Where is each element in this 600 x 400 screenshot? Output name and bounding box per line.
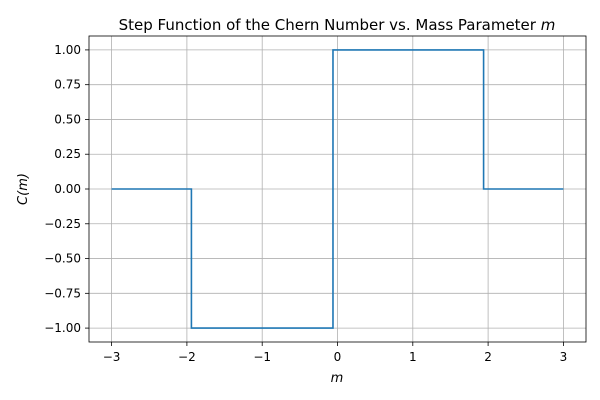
y-tick-label: −0.75 (44, 286, 81, 300)
y-tick-label: 0.50 (54, 112, 81, 126)
series-line (111, 49, 564, 329)
x-tick-label: 1 (409, 350, 417, 364)
ticks: −3 −2 −1 0 1 2 3 −1.00 −0.75 −0.50 −0.25 0.00 0.25 0.… (44, 43, 567, 364)
chart-title: Step Function of the Chern Number vs. Ma… (119, 16, 556, 34)
x-axis-label: m (331, 371, 344, 386)
y-tick-label: 0.75 (54, 78, 81, 92)
y-tick-label: −1.00 (44, 321, 81, 335)
x-tick-label: −2 (178, 350, 196, 364)
y-tick-label: 0.00 (54, 182, 81, 196)
y-axis-label: C(m) (16, 173, 31, 205)
y-tick-label: −0.25 (44, 217, 81, 231)
x-tick-label: −3 (103, 350, 121, 364)
x-tick-label: 2 (484, 350, 492, 364)
x-tick-label: 3 (560, 350, 568, 364)
series-layer (111, 49, 564, 329)
x-tick-label: −1 (253, 350, 271, 364)
x-tick-label: 0 (334, 350, 342, 364)
y-tick-label: 1.00 (54, 43, 81, 57)
y-tick-label: −0.50 (44, 252, 81, 266)
y-tick-label: 0.25 (54, 147, 81, 161)
